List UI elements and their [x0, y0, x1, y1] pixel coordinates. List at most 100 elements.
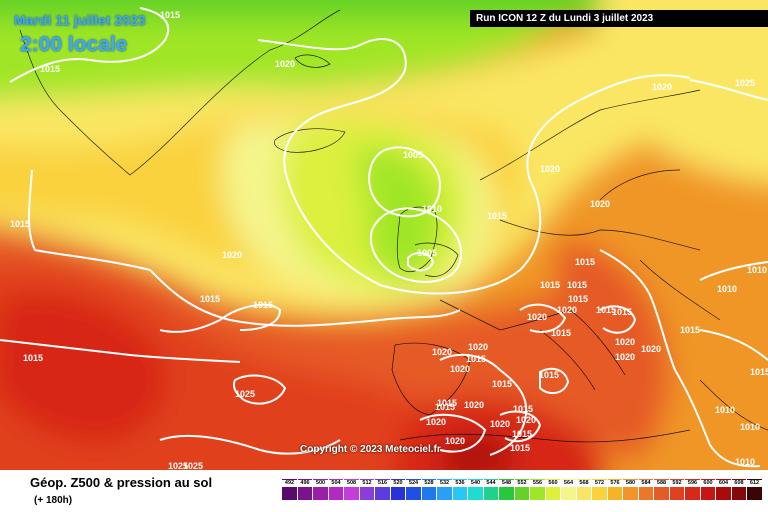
isobar-label: 1015: [437, 398, 457, 408]
scale-label: 612: [747, 480, 762, 487]
scale-swatch: 560: [545, 479, 561, 500]
copyright: Copyright © 2023 Meteociel.fr: [300, 444, 441, 455]
model-run-info: Run ICON 12 Z du Lundi 3 juillet 2023: [470, 10, 768, 27]
isobar-label: 1015: [567, 280, 587, 290]
isobar-label: 1020: [432, 347, 452, 357]
scale-label: 540: [468, 480, 483, 487]
isobar-label: 1015: [680, 325, 700, 335]
isobar-label: 1020: [652, 82, 672, 92]
isobar-label: 1020: [275, 59, 295, 69]
isobar-label: 1025: [735, 78, 755, 88]
isobar-label: 1015: [568, 294, 588, 304]
isobar-lines: [0, 7, 768, 468]
isobar-label: 1015: [540, 280, 560, 290]
isobar-label: 1015: [40, 64, 60, 74]
scale-label: 532: [437, 480, 452, 487]
scale-label: 588: [654, 480, 669, 487]
scale-swatch: 544: [483, 479, 499, 500]
isobar-label: 1025: [183, 461, 203, 470]
isobar-label: 1015: [23, 353, 43, 363]
isobar-label: 1020: [464, 400, 484, 410]
scale-swatch: 496: [297, 479, 313, 500]
scale-swatch: 492: [282, 479, 298, 500]
scale-swatch: 512: [359, 479, 375, 500]
color-scale: 492 496 500 504 508 512 516 520 524 528 532 536 540 5…: [282, 479, 763, 500]
isobar-label: 1015: [612, 307, 632, 317]
isobar-label: 1010: [422, 204, 442, 214]
isobar-label: 1005: [417, 248, 437, 258]
scale-label: 560: [545, 480, 561, 487]
scale-swatch: 608: [731, 479, 747, 500]
scale-swatch: 572: [592, 479, 608, 500]
isobar-label: 1015: [510, 443, 530, 453]
isobar-label: 1010: [717, 284, 737, 294]
scale-swatch: 540: [468, 479, 484, 500]
isobar-label: 1020: [540, 164, 560, 174]
isobar-label: 1020: [445, 436, 465, 446]
isobar-label: 1020: [641, 344, 661, 354]
scale-swatch: 612: [747, 479, 763, 500]
isobar-label: 1015: [512, 429, 532, 439]
scale-label: 568: [576, 480, 592, 487]
scale-label: 496: [297, 480, 313, 487]
isobar-label: 1020: [615, 352, 635, 362]
isobar-label: 1015: [10, 219, 30, 229]
scale-swatch: 568: [576, 479, 592, 500]
isobar-label: 1015: [200, 294, 220, 304]
isobar-label: 1015: [466, 354, 486, 364]
isobar-label: 1025: [168, 461, 188, 470]
scale-swatch: 584: [638, 479, 654, 500]
scale-label: 564: [561, 480, 576, 487]
isobar-label: 1015: [513, 404, 533, 414]
scale-label: 592: [669, 480, 685, 487]
isobar-label: 1020: [490, 419, 510, 429]
scale-label: 524: [406, 480, 421, 487]
scale-label: 512: [359, 480, 375, 487]
isobar-label: 1010: [715, 405, 735, 415]
scale-swatch: 588: [654, 479, 670, 500]
isobar-label: 1005: [403, 150, 423, 160]
isobar-label: 1020: [450, 364, 470, 374]
isobar-label: 1015: [160, 10, 180, 20]
isobar-label: 1020: [426, 417, 446, 427]
scale-swatch: 524: [406, 479, 422, 500]
scale-swatch: 508: [344, 479, 360, 500]
scale-label: 584: [638, 480, 654, 487]
scale-swatch: 576: [607, 479, 623, 500]
scale-swatch: 548: [499, 479, 515, 500]
scale-swatch: 596: [685, 479, 701, 500]
scale-swatch: 556: [530, 479, 546, 500]
scale-label: 548: [499, 480, 514, 487]
scale-label: 604: [716, 480, 731, 487]
parameter-title: Géop. Z500 & pression au sol: [30, 475, 213, 490]
isobar-label: 1020: [516, 415, 536, 425]
scale-label: 528: [421, 480, 437, 487]
weather-map: 1015 1015 1020 1020 1025 1005 1010 1005 1015 1020…: [0, 0, 768, 470]
isobar-label: 1015: [492, 379, 512, 389]
isobar-label: 1015: [551, 328, 571, 338]
forecast-step: (+ 180h): [34, 495, 73, 506]
isobar-label: 1010: [740, 422, 760, 432]
isobar-label: 1015: [435, 402, 455, 412]
scale-label: 576: [607, 480, 623, 487]
height-shading: [0, 0, 768, 470]
scale-label: 572: [592, 480, 607, 487]
isobar-label: 1020: [615, 337, 635, 347]
scale-label: 504: [328, 480, 344, 487]
scale-swatch: 516: [375, 479, 391, 500]
scale-label: 600: [700, 480, 716, 487]
isobar-label: 1010: [735, 457, 755, 467]
scale-label: 500: [313, 480, 328, 487]
scale-label: 520: [390, 480, 406, 487]
isobar-label: 1015: [487, 211, 507, 221]
scale-label: 516: [375, 480, 390, 487]
scale-swatch: 532: [437, 479, 453, 500]
isobar-label: 1020: [590, 199, 610, 209]
scale-label: 556: [530, 480, 545, 487]
scale-swatch: 600: [700, 479, 716, 500]
isobar-label: 1020: [468, 342, 488, 352]
isobar-label: 1015: [539, 370, 559, 380]
scale-label: 596: [685, 480, 700, 487]
